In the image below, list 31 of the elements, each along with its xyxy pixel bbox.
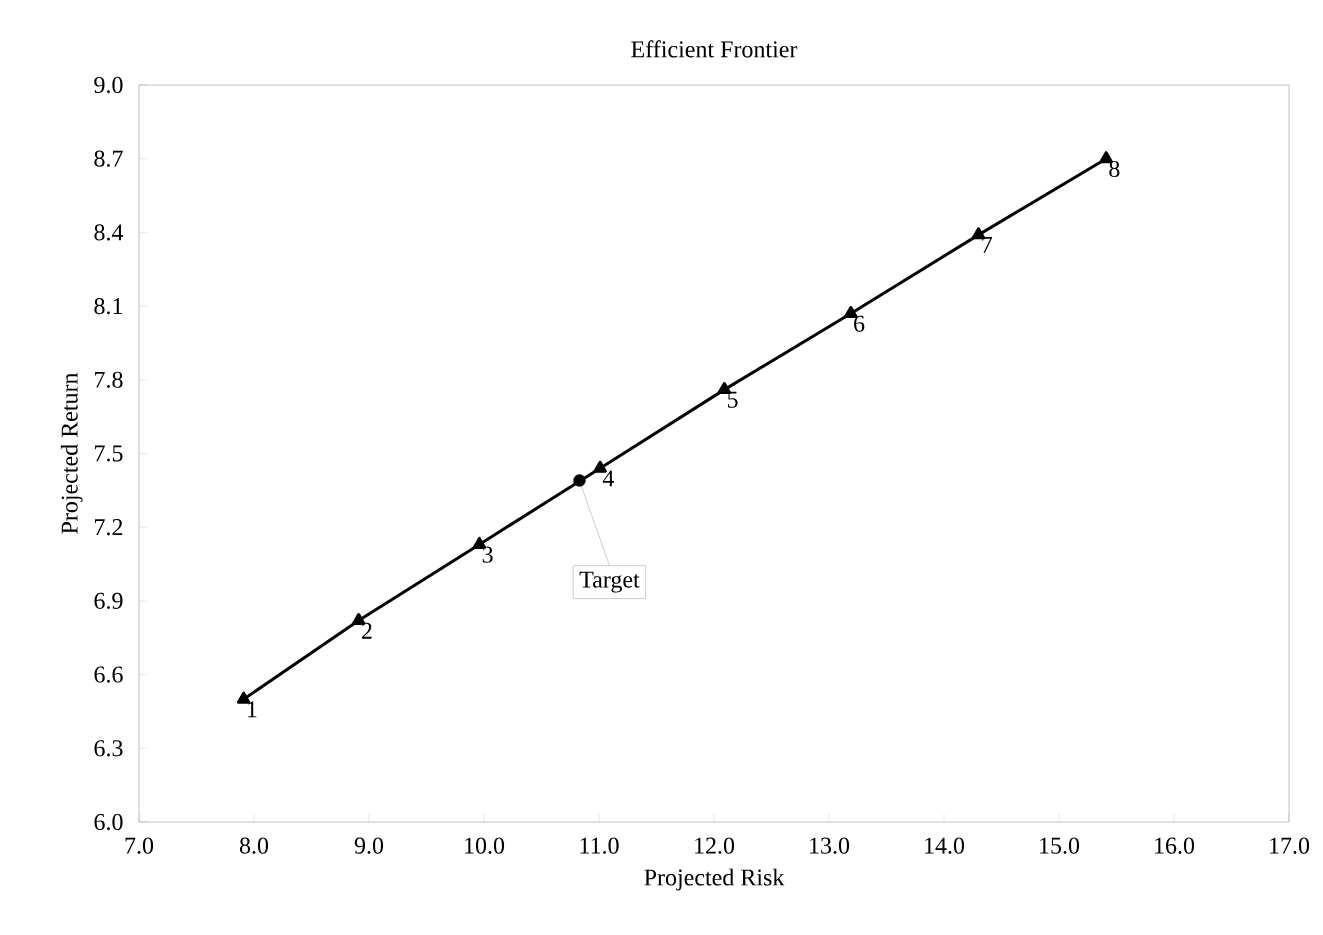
y-tick-label: 8.1 [94,297,123,315]
x-tick-label: 14.0 [925,837,965,854]
x-tick-label: 7.0 [125,837,154,854]
x-tick-label: 17.0 [1270,837,1310,854]
x-tick-label: 15.0 [1040,837,1080,854]
y-axis-title: Projected Return [60,372,83,534]
x-tick-label: 11.0 [580,837,619,854]
y-tick-label: 7.8 [95,371,123,388]
annotation: 4 [602,470,614,487]
annotation: 6 [854,315,865,332]
y-tick-label: 7.5 [95,445,123,462]
y-tick-label: 6.3 [94,740,123,757]
y-tick-label: 6.6 [94,666,123,683]
x-tick-label: 16.0 [1155,837,1195,854]
chart-title: Efficient Frontier [631,40,798,58]
y-tick-label: 9.0 [94,76,123,94]
x-tick-label: 8.0 [239,837,269,854]
x-tick-label: 9.0 [354,837,384,854]
x-tick-label: 12.0 [695,837,735,854]
y-tick-label: 6.9 [94,592,123,610]
x-axis-title: Projected Risk [644,868,785,891]
annotation: 8 [1109,160,1120,178]
y-tick-label: 8.7 [94,150,123,167]
y-tick-label: 6.0 [94,813,123,831]
annotation: 1 [247,701,257,718]
annotation: Target [579,571,640,593]
x-tick-label: 10.0 [465,837,505,854]
point [573,474,586,487]
y-tick-label: 8.4 [94,224,124,241]
y-tick-label: 7.2 [95,519,123,536]
x-tick-label: 13.0 [810,837,850,854]
